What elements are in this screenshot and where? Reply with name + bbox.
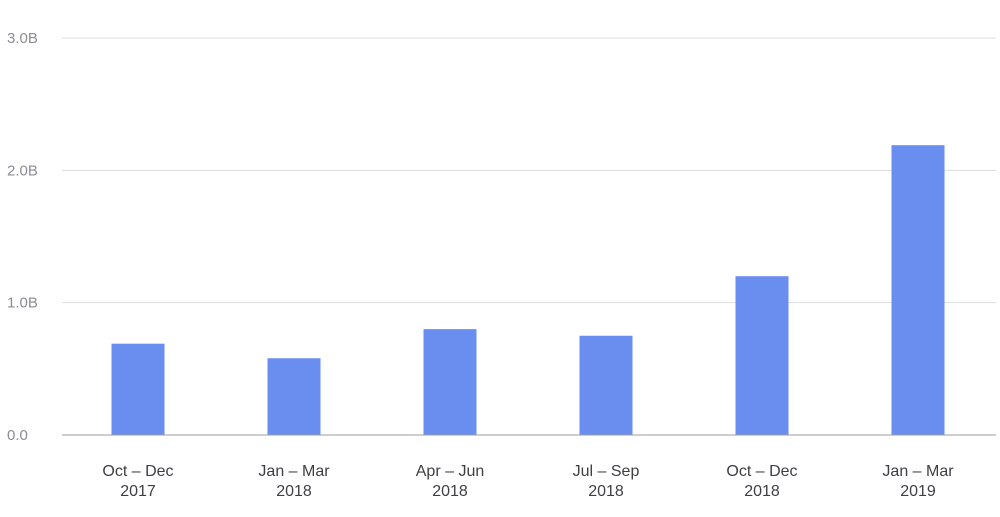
x-tick-label-period: Jan – Mar [882, 463, 954, 480]
x-tick-label-period: Jul – Sep [573, 463, 640, 480]
x-tick-label-year: 2017 [120, 483, 156, 500]
y-tick-label: 0.0 [7, 427, 28, 444]
bar [267, 358, 321, 435]
x-tick-label-period: Apr – Jun [416, 463, 484, 480]
y-tick-label: 1.0B [7, 295, 38, 312]
y-axis-ticks: 0.0 1.0B 2.0B 3.0B [7, 30, 38, 444]
x-tick-label-year: 2018 [588, 483, 624, 500]
x-tick-label-period: Oct – Dec [102, 463, 173, 480]
bars [111, 145, 945, 435]
x-tick-label-period: Oct – Dec [726, 463, 797, 480]
bar [735, 276, 789, 435]
x-tick-label-period: Jan – Mar [258, 463, 330, 480]
bar [111, 343, 165, 435]
bar [891, 145, 945, 435]
x-tick-label-year: 2019 [900, 483, 936, 500]
x-axis-ticks: Oct – Dec 2017 Jan – Mar 2018 Apr – Jun 2018 J… [102, 463, 954, 500]
x-tick-label-year: 2018 [432, 483, 468, 500]
bar [423, 329, 477, 435]
x-tick-label-year: 2018 [744, 483, 780, 500]
y-tick-label: 2.0B [7, 162, 38, 179]
y-tick-label: 3.0B [7, 30, 38, 47]
x-tick-label-year: 2018 [276, 483, 312, 500]
bar [579, 335, 633, 435]
gridlines [62, 37, 996, 304]
